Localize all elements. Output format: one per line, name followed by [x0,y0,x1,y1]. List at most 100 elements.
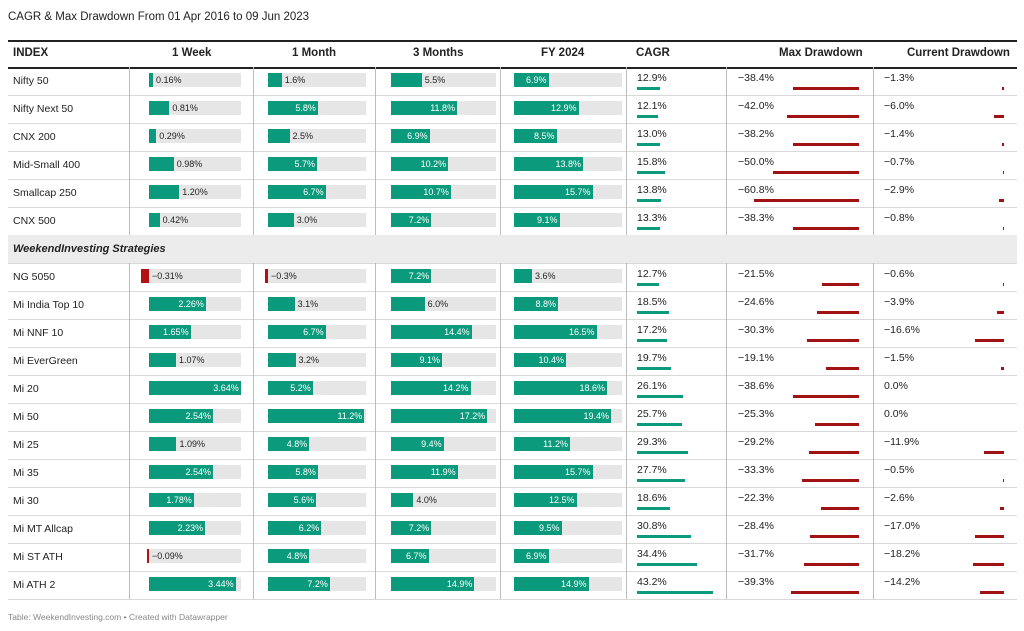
column-divider [253,67,254,95]
1-week-value: 2.54% [185,467,211,477]
max-drawdown-value: −60.8% [738,184,774,196]
3-months-value: 7.2% [408,523,430,533]
table-row: Mi 30 1.78% 5.6% 4.0% 12.5% 18.6% −22.3% −2.6% [8,487,1017,516]
header-fy-2024[interactable]: FY 2024 [541,47,585,59]
current-drawdown-value: −0.7% [884,156,915,168]
header-current-drawdown[interactable]: Current Drawdown [907,47,1010,59]
3-months-bar [391,465,458,479]
fy-2024-bar [514,521,562,535]
3-months-value: 6.0% [427,299,449,309]
1-week-value: 2.23% [177,523,204,533]
table-row: Mi 50 2.54% 11.2% 17.2% 19.4% 25.7% −25.3% 0.0% [8,403,1017,432]
table-row: Mi 20 3.64% 5.2% 14.2% 18.6% 26.1% −38.6% 0.0% [8,375,1017,404]
column-divider [726,347,727,375]
3-months-bar [391,101,458,115]
current-drawdown-value: −1.5% [884,352,915,364]
column-divider [626,403,627,431]
1-week-bar [149,157,174,171]
fy-2024-value: 13.8% [555,159,581,169]
1-month-value: 1.6% [284,75,306,85]
current-drawdown-value: −3.9% [884,296,915,308]
1-week-value: 1.20% [182,187,208,197]
column-divider [375,123,376,151]
1-month-value: 2.5% [292,131,314,141]
column-divider [873,151,874,179]
cagr-bar [637,87,660,90]
fy-2024-value: 9.1% [536,215,558,225]
header-1-week[interactable]: 1 Week [172,47,212,59]
1-week-bar-track [149,73,241,87]
column-divider [873,487,874,515]
1-month-bar [268,213,294,227]
fy-2024-bar [514,73,549,87]
1-month-bar [268,493,317,507]
cagr-value: 18.5% [637,296,667,308]
1-week-bar [149,101,170,115]
current-drawdown-bar [974,535,1004,538]
current-drawdown-bar [972,563,1004,566]
fy-2024-bar [514,493,577,507]
column-divider [500,95,501,123]
column-divider [500,375,501,403]
cagr-value: 17.2% [637,324,667,336]
cagr-bar [637,283,660,286]
column-divider [726,571,727,599]
current-drawdown-value: −14.2% [884,576,920,588]
fy-2024-bar [514,101,579,115]
column-divider [253,319,254,347]
current-drawdown-bar [997,311,1004,314]
1-month-bar [268,129,290,143]
1-month-value: 5.8% [295,467,316,477]
column-divider [873,403,874,431]
fy-2024-value: 14.9% [560,579,587,589]
column-divider [726,487,727,515]
row-name: Mi India Top 10 [13,299,85,311]
column-divider [375,375,376,403]
column-divider [375,515,376,543]
1-week-value: −0.09% [152,551,183,561]
row-name: Mi ATH 2 [13,579,56,591]
3-months-bar [391,269,432,283]
column-divider [253,375,254,403]
1-week-value: 1.09% [179,439,205,449]
3-months-bar [391,381,471,395]
1-month-bar-track [268,129,366,143]
column-divider [129,487,130,515]
1-month-bar [268,577,330,591]
cagr-bar [637,591,713,594]
column-divider [375,403,376,431]
column-divider [726,123,727,151]
fy-2024-value: 10.4% [538,355,564,365]
1-month-value: 7.2% [307,579,328,589]
1-week-bar [149,213,160,227]
table-row: Nifty 50 0.16% 1.6% 5.5% 6.9% 12.9% −38.4% −1.3… [8,67,1017,96]
column-divider [626,431,627,459]
1-month-value: 3.2% [298,355,320,365]
column-divider [873,123,874,151]
column-divider [129,403,130,431]
column-divider [726,403,727,431]
header-index[interactable]: INDEX [13,47,49,59]
column-divider [726,291,727,319]
column-divider [726,179,727,207]
1-month-bar [268,353,296,367]
3-months-value: 9.1% [419,355,440,365]
1-month-bar-track [268,73,366,87]
cagr-value: 25.7% [637,408,667,420]
header-max-drawdown[interactable]: Max Drawdown [779,47,863,59]
column-divider [253,571,254,599]
row-name: Mi EverGreen [13,355,78,367]
header-1-month[interactable]: 1 Month [292,47,337,59]
max-drawdown-bar [793,227,859,230]
header-3-months[interactable]: 3 Months [413,47,464,59]
1-month-bar [268,101,318,115]
1-month-bar [268,325,326,339]
cagr-bar [637,199,662,202]
1-week-bar [149,493,194,507]
max-drawdown-bar [773,171,859,174]
current-drawdown-bar [993,115,1004,118]
header-cagr[interactable]: CAGR [636,47,670,59]
fy-2024-value: 9.5% [538,523,560,533]
column-divider [726,543,727,571]
table-row: Mi ATH 2 3.44% 7.2% 14.9% 14.9% 43.2% −39.3% −1… [8,571,1017,600]
